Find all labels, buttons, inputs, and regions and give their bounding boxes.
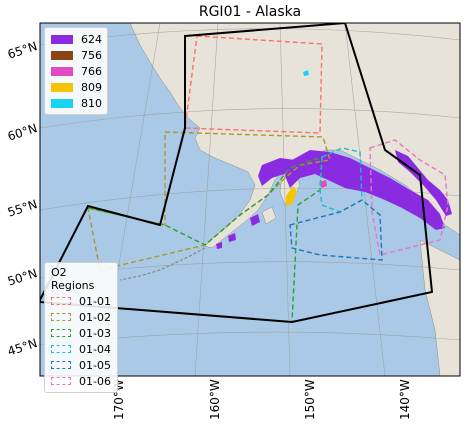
rgi-swatch-756 xyxy=(51,50,73,60)
o2-region-boundaries xyxy=(40,35,449,323)
rgi-swatch-810 xyxy=(51,98,73,108)
o2-legend-label-01-03: 01-03 xyxy=(79,326,111,340)
rgi-legend-label-756: 756 xyxy=(81,48,102,62)
rgi-legend-item-624: 624 xyxy=(45,31,107,47)
o2-swatch-01-06 xyxy=(51,377,71,385)
region-01-05-outline xyxy=(289,199,383,261)
o2-legend-label-01-06: 01-06 xyxy=(79,374,111,388)
rgi-swatch-624 xyxy=(51,34,73,44)
rgi-legend-item-756: 756 xyxy=(45,47,107,63)
o2-legend-label-01-04: 01-04 xyxy=(79,342,111,356)
o2-legend-item-01-05: 01-05 xyxy=(45,357,117,373)
glacier-624-main xyxy=(285,150,445,230)
o2-legend-label-01-05: 01-05 xyxy=(79,358,111,372)
o2-legend-item-01-02: 01-02 xyxy=(45,309,117,325)
o2-swatch-01-05 xyxy=(51,361,71,369)
rgi-legend-item-809: 809 xyxy=(45,79,107,95)
region-01-01-outline xyxy=(184,35,323,134)
rgi-swatch-809 xyxy=(51,82,73,92)
lon-label-140w: 140°W xyxy=(398,379,412,420)
glacier-809 xyxy=(286,186,297,206)
o2-swatch-01-03 xyxy=(51,329,71,337)
region-01-06-outline xyxy=(369,139,449,256)
o2-legend-label-01-02: 01-02 xyxy=(79,310,111,324)
lon-label-150w: 150°W xyxy=(303,379,317,420)
o2-legend-item-01-06: 01-06 xyxy=(45,373,117,389)
glacier-766 xyxy=(320,180,327,188)
rgi-legend-label-766: 766 xyxy=(81,64,102,78)
kodiak-island xyxy=(261,206,277,225)
graticule xyxy=(40,23,460,376)
region-01-03-outline xyxy=(40,155,323,323)
glacier-624-southwest xyxy=(216,214,260,249)
glacier-624-alaska-range xyxy=(258,158,295,186)
rgi-legend-label-810: 810 xyxy=(81,96,102,110)
o2-legend-item-01-03: 01-03 xyxy=(45,325,117,341)
rgi-legend-label-809: 809 xyxy=(81,80,102,94)
rgi-swatch-766 xyxy=(51,66,73,76)
o2-swatch-01-01 xyxy=(51,297,71,305)
glacier-810 xyxy=(303,70,309,76)
o2-legend-item-01-04: 01-04 xyxy=(45,341,117,357)
rgi-legend-label-624: 624 xyxy=(81,32,102,46)
o2-legend-title: O2 Regions xyxy=(51,266,95,292)
rgi-legend-item-810: 810 xyxy=(45,95,107,111)
o2-legend: O2 Regions 01-01 01-02 01-03 01-04 01-05… xyxy=(44,262,118,393)
o2-swatch-01-02 xyxy=(51,313,71,321)
o2-legend-item-01-01: 01-01 xyxy=(45,293,117,309)
map-title: RGI01 - Alaska xyxy=(198,4,302,20)
o2-swatch-01-04 xyxy=(51,345,71,353)
rgi-legend-item-766: 766 xyxy=(45,63,107,79)
o2-legend-label-01-01: 01-01 xyxy=(79,294,111,308)
lon-label-160w: 160°W xyxy=(208,379,222,420)
aleutian-islands xyxy=(119,247,206,281)
rgi-legend: 624 756 766 809 810 xyxy=(44,27,108,115)
map-frame xyxy=(39,22,461,377)
